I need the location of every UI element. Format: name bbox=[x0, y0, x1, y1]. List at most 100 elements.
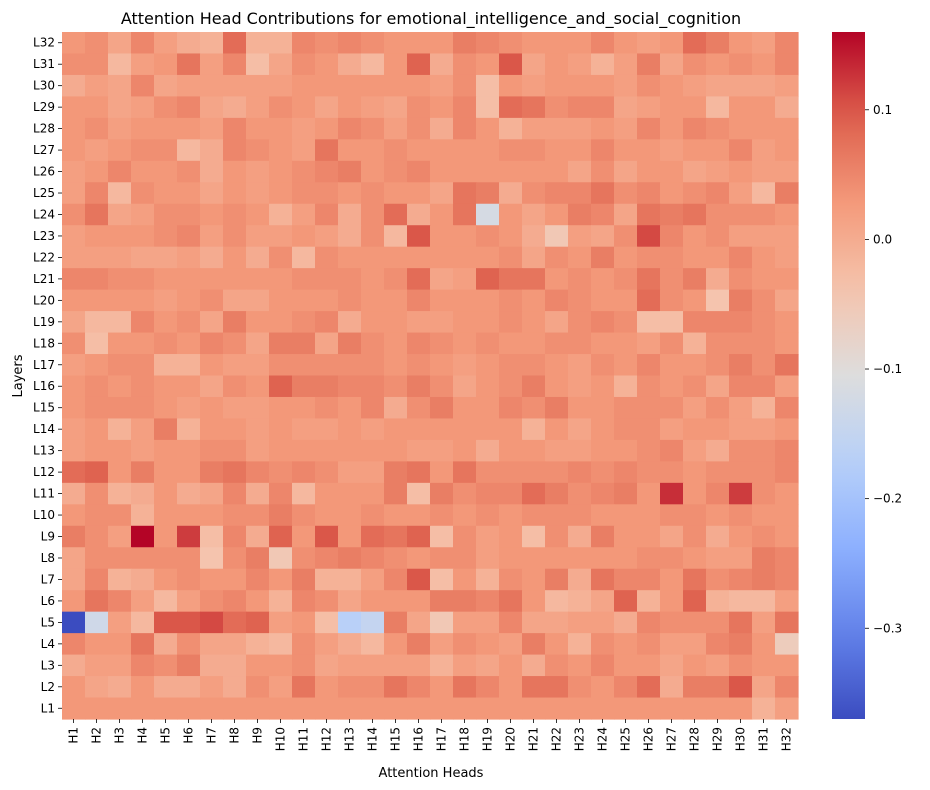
heatmap-cell bbox=[660, 547, 684, 570]
heatmap-cell bbox=[384, 418, 408, 441]
x-tick-label: H18 bbox=[458, 727, 472, 751]
heatmap-cell bbox=[131, 289, 155, 312]
heatmap-cell bbox=[177, 74, 201, 98]
heatmap-cell bbox=[131, 32, 155, 55]
heatmap-cell bbox=[476, 354, 500, 377]
heatmap-cell bbox=[545, 482, 569, 505]
heatmap-cell bbox=[361, 203, 385, 226]
heatmap-cell bbox=[246, 32, 270, 55]
heatmap-cell bbox=[568, 96, 592, 119]
heatmap-cell bbox=[292, 32, 316, 55]
heatmap-cell bbox=[338, 289, 362, 312]
heatmap-cell bbox=[62, 117, 86, 140]
heatmap-cell bbox=[683, 375, 707, 398]
heatmap-cell bbox=[384, 525, 408, 548]
heatmap-cell bbox=[292, 354, 316, 377]
heatmap-cell bbox=[62, 225, 86, 248]
heatmap-cell bbox=[85, 525, 109, 548]
x-tick-label: H15 bbox=[389, 727, 403, 751]
heatmap-cell bbox=[108, 246, 132, 269]
heatmap-cell bbox=[200, 568, 224, 591]
y-axis: L32 L31 L30 L29 L28 L27 L26 L25 L24 L23 L22 L21 L20 L… bbox=[33, 36, 62, 715]
heatmap-cell bbox=[752, 375, 776, 398]
x-tick-label: H7 bbox=[205, 727, 219, 744]
heatmap-cell bbox=[62, 525, 86, 548]
heatmap-cell bbox=[292, 525, 316, 548]
heatmap-cell bbox=[453, 311, 477, 334]
heatmap-cell bbox=[338, 117, 362, 140]
heatmap-cell bbox=[775, 268, 799, 291]
y-tick-label: L28 bbox=[33, 122, 55, 136]
heatmap-cell bbox=[177, 332, 201, 355]
y-axis-label: Layers bbox=[11, 354, 26, 397]
heatmap-cell bbox=[177, 482, 201, 505]
heatmap-cell bbox=[338, 139, 362, 162]
heatmap-cell bbox=[131, 332, 155, 355]
heatmap-cell bbox=[522, 225, 546, 248]
heatmap-cell bbox=[154, 375, 178, 398]
heatmap-cell bbox=[729, 396, 753, 420]
heatmap-cell bbox=[108, 547, 132, 570]
heatmap-cell bbox=[476, 53, 500, 76]
heatmap-cell bbox=[591, 96, 615, 119]
heatmap-cell bbox=[361, 268, 385, 291]
heatmap-cell bbox=[591, 246, 615, 269]
heatmap-cell bbox=[729, 654, 753, 677]
heatmap-cell bbox=[752, 225, 776, 248]
heatmap-cell bbox=[706, 547, 730, 570]
heatmap-cell bbox=[292, 697, 316, 720]
heatmap-cell bbox=[683, 568, 707, 591]
heatmap-cell bbox=[476, 311, 500, 334]
heatmap-cell bbox=[246, 525, 270, 548]
heatmap-cell bbox=[614, 311, 638, 334]
heatmap-cell bbox=[246, 139, 270, 162]
heatmap-cell bbox=[614, 375, 638, 398]
heatmap-cell bbox=[269, 268, 293, 291]
heatmap-cell bbox=[430, 289, 454, 312]
heatmap-cell bbox=[200, 354, 224, 377]
heatmap-cell bbox=[752, 547, 776, 570]
heatmap-cell bbox=[361, 676, 385, 699]
heatmap-cell bbox=[775, 504, 799, 527]
heatmap-cell bbox=[568, 676, 592, 699]
heatmap-cell bbox=[683, 246, 707, 269]
heatmap-cell bbox=[752, 590, 776, 613]
heatmap-cell bbox=[453, 96, 477, 119]
heatmap-cell bbox=[453, 225, 477, 248]
heatmap-cell bbox=[752, 697, 776, 720]
heatmap-cell bbox=[545, 53, 569, 76]
heatmap-cell bbox=[154, 96, 178, 119]
heatmap-cell bbox=[545, 139, 569, 162]
heatmap-cell bbox=[591, 676, 615, 699]
heatmap-cell bbox=[292, 139, 316, 162]
heatmap-cell bbox=[154, 160, 178, 183]
heatmap-cell bbox=[775, 160, 799, 183]
heatmap-cell bbox=[499, 439, 523, 462]
heatmap-cell bbox=[499, 139, 523, 162]
heatmap-cell bbox=[683, 268, 707, 291]
heatmap-cell bbox=[752, 633, 776, 656]
heatmap-cell bbox=[407, 96, 431, 119]
heatmap-cell bbox=[706, 203, 730, 226]
heatmap-cell bbox=[177, 590, 201, 613]
x-axis-label: Attention Heads bbox=[379, 766, 484, 781]
heatmap-cell bbox=[338, 633, 362, 656]
heatmap-cell bbox=[131, 268, 155, 291]
heatmap-cell bbox=[315, 311, 339, 334]
heatmap-cell bbox=[223, 246, 247, 269]
heatmap-cell bbox=[85, 375, 109, 398]
heatmap-cell bbox=[637, 139, 661, 162]
heatmap-cell bbox=[522, 461, 546, 484]
heatmap-cell bbox=[683, 418, 707, 441]
heatmap-cell bbox=[200, 375, 224, 398]
y-tick-label: L26 bbox=[33, 165, 55, 179]
heatmap-cell bbox=[729, 676, 753, 699]
heatmap-cell bbox=[453, 375, 477, 398]
heatmap-cell bbox=[200, 311, 224, 334]
heatmap-cell bbox=[683, 74, 707, 98]
heatmap-cell bbox=[660, 375, 684, 398]
heatmap-cell bbox=[177, 268, 201, 291]
heatmap-cell bbox=[200, 654, 224, 677]
x-tick-label: H2 bbox=[90, 727, 104, 744]
